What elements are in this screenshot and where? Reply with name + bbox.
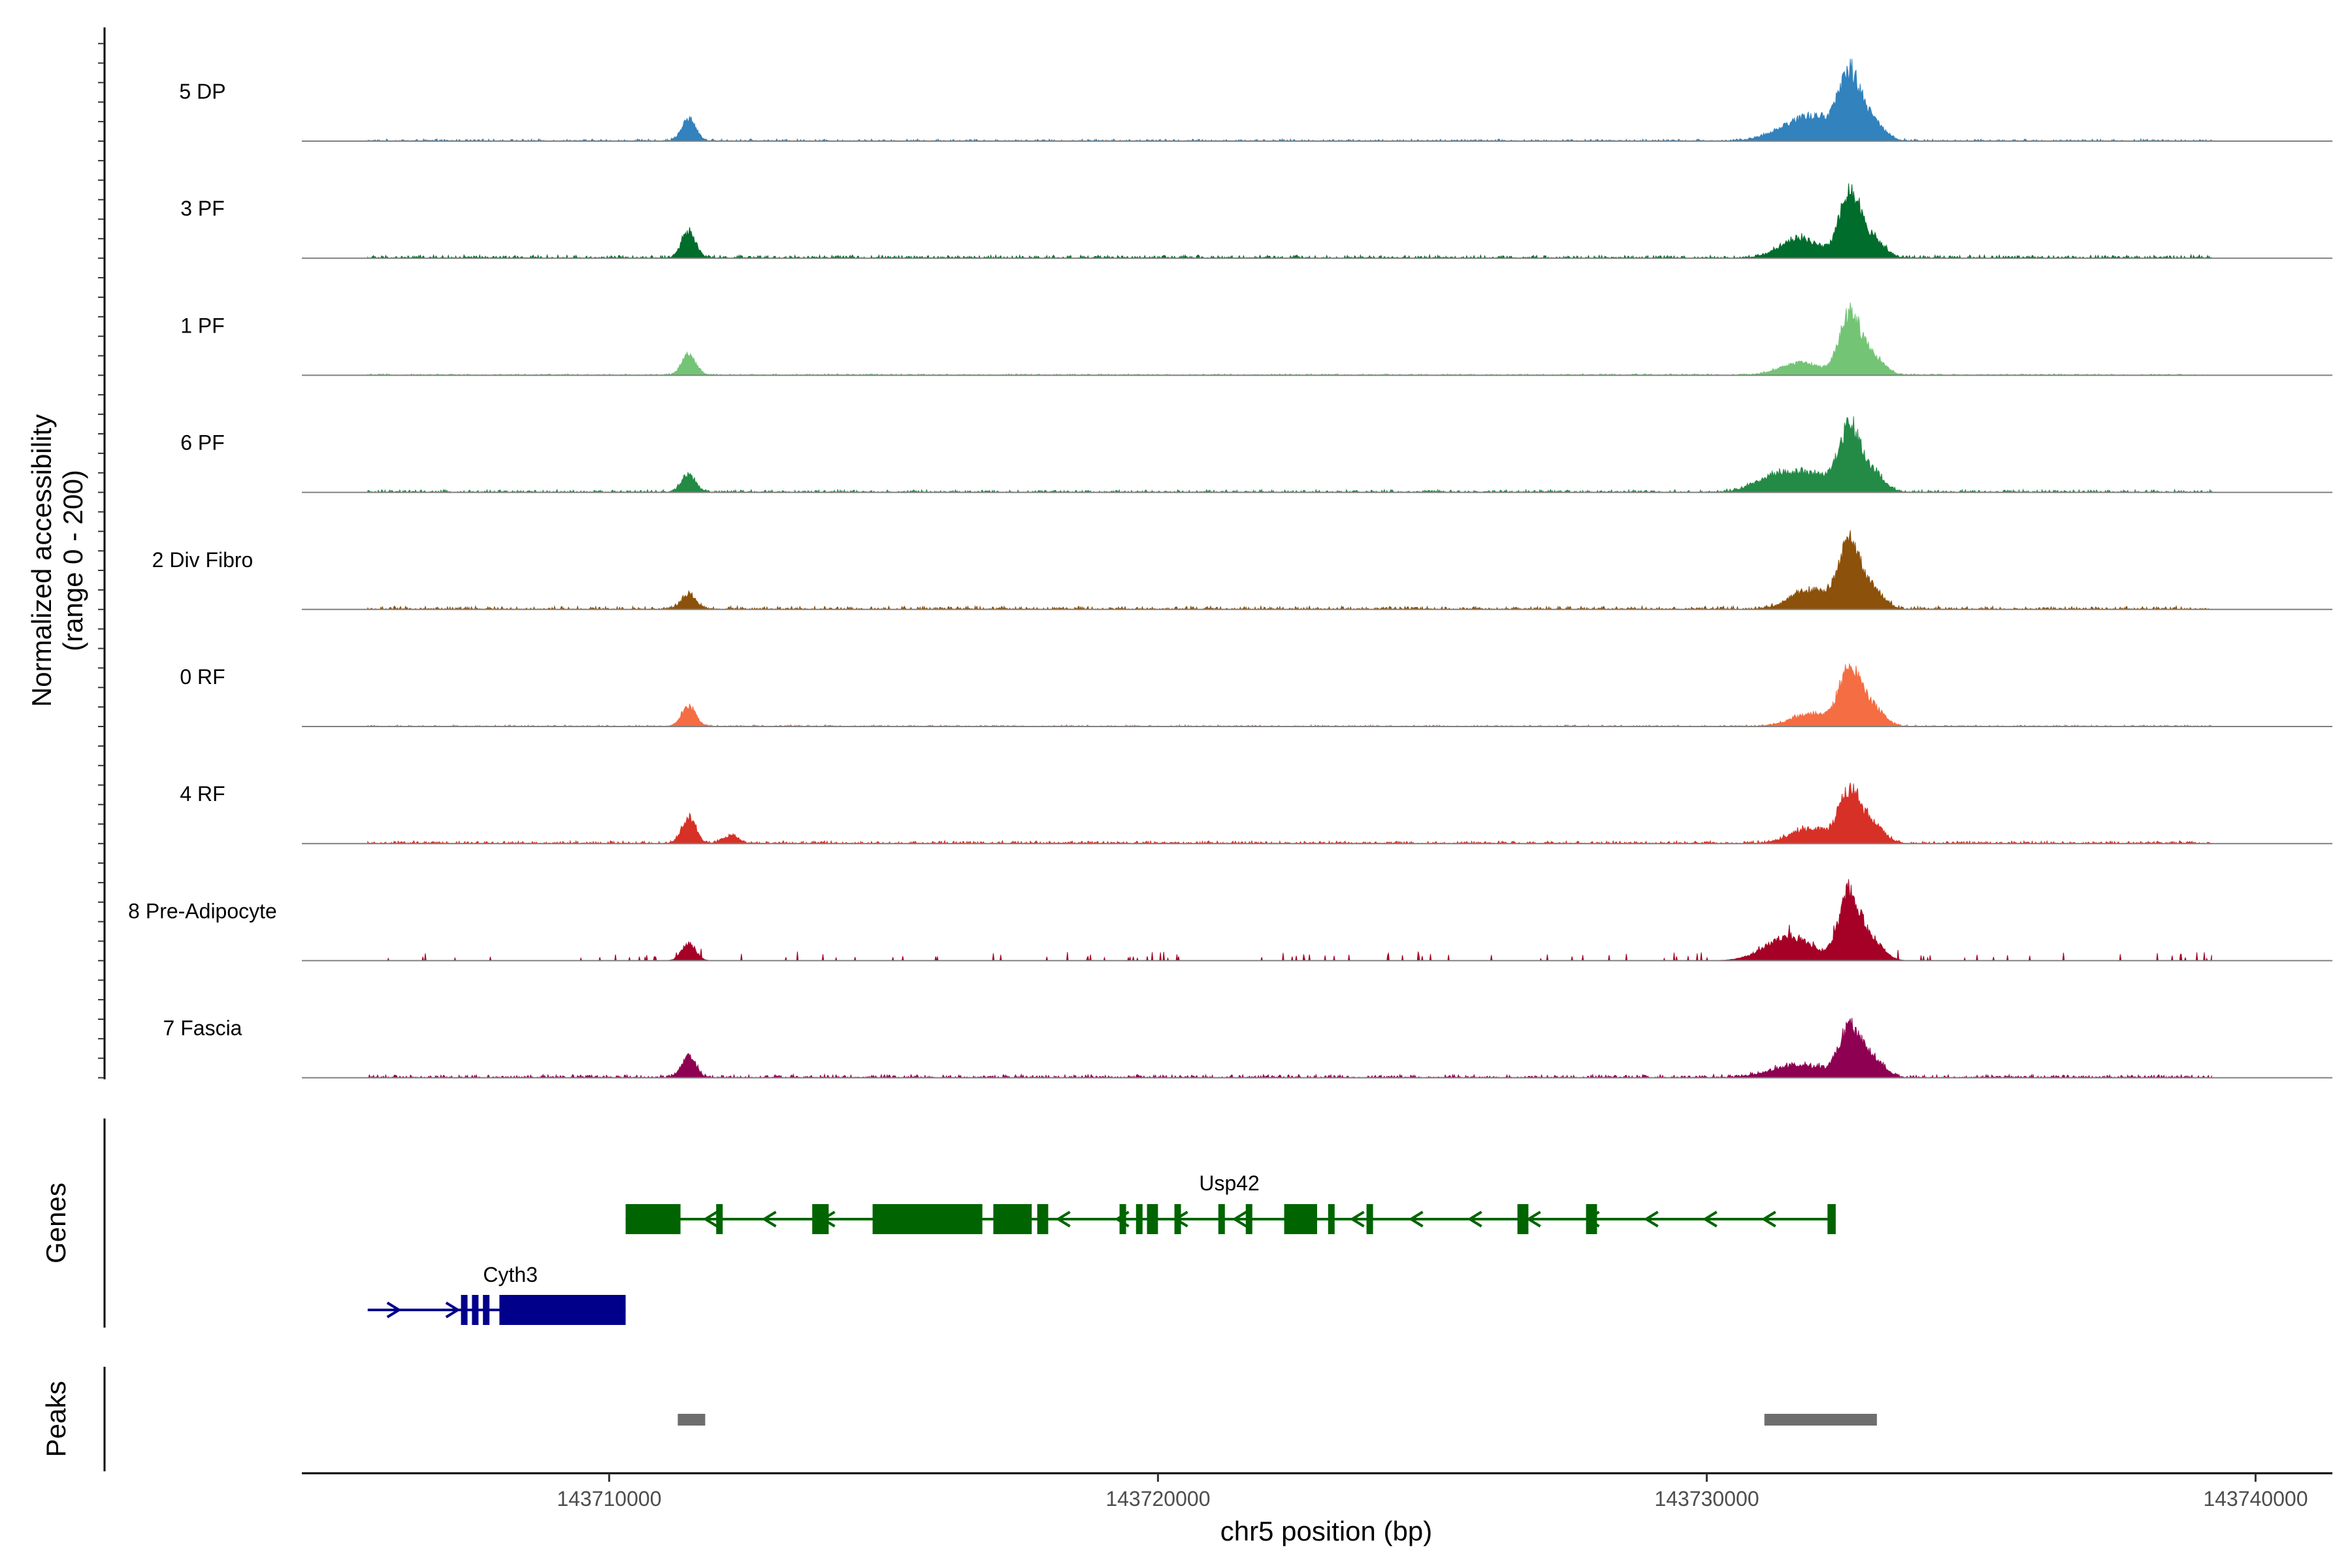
genes-panel: Genes Usp42 Cyth3 (41, 1119, 1836, 1328)
track-label: 0 RF (180, 665, 225, 689)
strand-arrow (702, 1211, 718, 1228)
strand-arrow (1761, 1211, 1776, 1228)
y-axis-label: Normalized accessibility (range 0 - 200) (26, 414, 88, 707)
track-1-pf: 1 PF (180, 302, 2332, 376)
strand-arrow (386, 1301, 402, 1318)
coverage-area (367, 183, 2213, 260)
x-tick-label: 143710000 (557, 1487, 661, 1511)
coverage-area (367, 416, 2212, 493)
track-label: 2 Div Fibro (152, 548, 253, 572)
coverage-area (367, 879, 2212, 961)
strand-arrow (1643, 1211, 1659, 1228)
strand-arrow (1232, 1211, 1247, 1228)
y-axis-label-line1: Normalized accessibility (26, 414, 57, 707)
strand-arrow (1526, 1211, 1541, 1228)
exon (1174, 1204, 1181, 1234)
track-3-pf: 3 PF (180, 183, 2332, 260)
gene-label: Cyth3 (483, 1263, 538, 1286)
strand-arrow (1349, 1211, 1365, 1228)
strand-arrow (445, 1301, 461, 1318)
track-8-pre-adipocyte: 8 Pre-Adipocyte (128, 879, 2332, 962)
exon (872, 1204, 983, 1234)
exon (716, 1204, 723, 1234)
genes-panel-label: Genes (41, 1183, 71, 1264)
genes-panel-label-text: Genes (41, 1183, 71, 1264)
x-tick-label: 143730000 (1654, 1487, 1759, 1511)
gene-cyth3: Cyth3 (367, 1263, 626, 1325)
track-label: 5 DP (179, 80, 225, 103)
track-label: 8 Pre-Adipocyte (128, 899, 277, 923)
track-2-div-fibro: 2 Div Fibro (152, 530, 2332, 611)
exon (1119, 1204, 1126, 1234)
exon (1245, 1204, 1252, 1234)
y-axis-label-line2: (range 0 - 200) (57, 470, 88, 651)
strand-arrow (1055, 1211, 1071, 1228)
coverage-area (367, 663, 2212, 727)
exon (499, 1295, 626, 1325)
exon (812, 1204, 829, 1234)
coverage-area (367, 1018, 2212, 1079)
exon (1328, 1204, 1335, 1234)
exon (461, 1295, 468, 1325)
exon (472, 1295, 479, 1325)
peaks-panel: Peaks (41, 1367, 1877, 1471)
coverage-tracks: 5 DP 3 PF 1 PF 6 PF 2 Div Fibro 0 RF 4 RF 8 Pre… (128, 58, 2332, 1079)
exon (1037, 1204, 1049, 1234)
exon (1135, 1204, 1143, 1234)
track-4-rf: 4 RF (180, 782, 2332, 845)
coverage-area (367, 302, 2212, 376)
track-label: 6 PF (180, 431, 225, 455)
exon (1284, 1204, 1317, 1234)
track-label: 7 Fascia (163, 1017, 242, 1040)
strand-arrow (761, 1211, 777, 1228)
track-7-fascia: 7 Fascia (163, 1017, 2332, 1079)
x-axis-title: chr5 position (bp) (1220, 1516, 1433, 1546)
exon (1827, 1204, 1836, 1234)
exon (1147, 1204, 1158, 1234)
coverage-y-axis (98, 27, 106, 1079)
track-label: 1 PF (180, 314, 225, 337)
track-6-pf: 6 PF (180, 416, 2332, 493)
exon (1366, 1204, 1373, 1234)
exon (1218, 1204, 1225, 1234)
x-tick-label: 143740000 (2203, 1487, 2308, 1511)
track-label: 3 PF (180, 197, 225, 220)
x-axis: 143710000 143720000 143730000 143740000 chr5… (302, 1472, 2332, 1546)
peak-region (1764, 1414, 1877, 1426)
strand-arrow (1408, 1211, 1424, 1228)
x-tick-label: 143720000 (1105, 1487, 1210, 1511)
exon (1517, 1204, 1529, 1234)
gene-label: Usp42 (1199, 1171, 1260, 1195)
track-label: 4 RF (180, 782, 225, 806)
exon (993, 1204, 1032, 1234)
exon (1586, 1204, 1597, 1234)
peak-region (678, 1414, 706, 1426)
exon (625, 1204, 681, 1234)
axis-labels: Normalized accessibility (range 0 - 200) (26, 27, 106, 1079)
strand-arrow (1702, 1211, 1718, 1228)
peaks-panel-label: Peaks (41, 1381, 71, 1458)
track-0-rf: 0 RF (180, 663, 2332, 727)
strand-arrow (1467, 1211, 1482, 1228)
peaks-panel-label-text: Peaks (41, 1381, 71, 1458)
exon (483, 1295, 490, 1325)
gene-usp42: Usp42 (625, 1171, 1836, 1234)
track-5-dp: 5 DP (179, 58, 2332, 142)
coverage-area (367, 530, 2212, 611)
coverage-area (367, 782, 2212, 845)
coverage-area (367, 58, 2212, 142)
